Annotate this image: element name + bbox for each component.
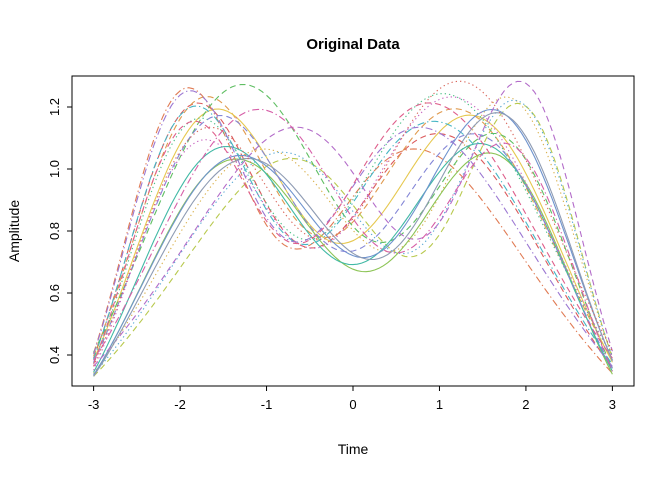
series-curve-13 [93, 108, 613, 376]
x-tick-label: -1 [261, 397, 273, 412]
series-curve-05 [93, 108, 613, 363]
series-curve-08 [93, 83, 613, 369]
series-curve-21 [93, 80, 613, 367]
series-curve-19 [93, 102, 613, 365]
series-curve-15 [93, 90, 613, 367]
series-curve-12 [93, 99, 613, 375]
series-curve-20 [93, 112, 613, 377]
series-curve-04 [93, 96, 613, 374]
series-curve-09 [93, 93, 613, 364]
series-curve-06 [93, 102, 613, 377]
y-tick-label: 0.4 [47, 346, 62, 364]
x-tick-label: -3 [88, 397, 100, 412]
series-curve-14 [93, 114, 613, 369]
x-tick-label: 2 [522, 397, 529, 412]
y-tick-label: 1.0 [47, 160, 62, 178]
x-axis-label: Time [337, 441, 369, 457]
y-tick-label: 0.8 [47, 222, 62, 240]
series-curve-17 [93, 96, 613, 371]
x-tick-label: -2 [174, 397, 186, 412]
series-curve-07 [93, 152, 613, 377]
y-tick-label: 0.6 [47, 284, 62, 302]
y-tick-label: 1.2 [47, 98, 62, 116]
x-tick-label: 0 [349, 397, 356, 412]
x-tick-label: 3 [609, 397, 616, 412]
series-curve-16 [93, 80, 613, 367]
series-curve-01 [93, 102, 613, 369]
series-curve-02 [93, 87, 613, 374]
chart-title: Original Data [306, 36, 400, 53]
series-curve-10 [93, 142, 613, 373]
series-curve-03 [93, 96, 613, 361]
series-curve-11 [93, 105, 613, 365]
x-tick-label: 1 [436, 397, 443, 412]
plot-box [71, 75, 635, 387]
